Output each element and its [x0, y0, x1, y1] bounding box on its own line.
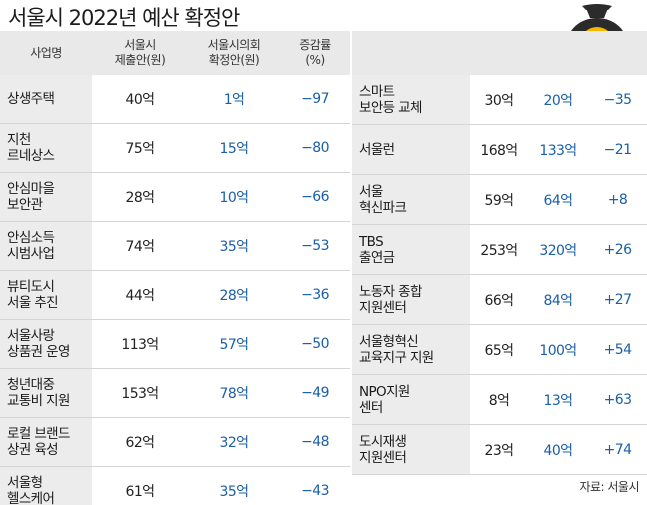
row-submitted: 30억 [484, 92, 515, 109]
table-row: 노동자 종합 지원센터 66억 84억 +27 [352, 275, 647, 325]
row-rate: −49 [301, 385, 329, 401]
row-rate: −80 [301, 140, 329, 156]
row-submitted: 153억 [121, 386, 159, 402]
row-name: 안심마을 보안관 [0, 173, 92, 221]
row-name: 서울형혁신 교육지구 지원 [352, 325, 470, 374]
row-final: 35억 [219, 484, 250, 500]
row-final: 13억 [543, 392, 574, 409]
row-final: 28억 [219, 288, 250, 304]
row-submitted: 23억 [484, 442, 515, 459]
row-rate: −53 [301, 238, 329, 254]
row-rate: +27 [603, 291, 632, 308]
table-row: 청년대중 교통비 지원 153억 78억 −49 [0, 369, 350, 418]
row-name: 스마트 보안등 교체 [352, 75, 470, 124]
row-final: 57억 [219, 337, 250, 353]
table-row: 스마트 보안등 교체 30억 20억 −35 [352, 75, 647, 125]
row-final: 1억 [223, 92, 245, 108]
table-row: 지천 르네상스 75억 15억 −80 [0, 124, 350, 173]
row-submitted: 28억 [125, 190, 156, 206]
header-final: 서울시의회 확정안(원) [207, 38, 261, 67]
row-rate: −21 [603, 141, 632, 158]
row-final: 64억 [543, 192, 574, 209]
table-row: 서울 혁신파크 59억 64억 +8 [352, 175, 647, 225]
row-name: 노동자 종합 지원센터 [352, 275, 470, 324]
row-submitted: 75억 [125, 141, 156, 157]
table-row: 상생주택 40억 1억 −97 [0, 75, 350, 124]
row-final: 84억 [543, 292, 574, 309]
source-note: 자료: 서울시 [579, 480, 639, 494]
row-rate: +74 [603, 441, 632, 458]
row-rate: −43 [301, 483, 329, 499]
row-name: 상생주택 [0, 75, 92, 123]
row-name: 도시재생 지원센터 [352, 425, 470, 474]
table-row: NPO지원 센터 8억 13억 +63 [352, 375, 647, 425]
row-final: 40억 [543, 442, 574, 459]
row-name: TBS 출연금 [352, 225, 470, 274]
row-rate: −36 [301, 287, 329, 303]
left-budget-table: 사업명 서울시 제출안(원) 서울시의회 확정안(원) 증감률 (%) 상생주택… [0, 31, 350, 505]
row-final: 78억 [219, 386, 250, 402]
table-row: 서울사랑 상품권 운영 113억 57억 −50 [0, 320, 350, 369]
header-name: 사업명 [30, 45, 62, 60]
row-name: 서울런 [352, 125, 470, 174]
row-final: 133억 [539, 142, 577, 159]
row-final: 100억 [539, 342, 577, 359]
row-submitted: 74억 [125, 239, 156, 255]
row-final: 10억 [219, 190, 250, 206]
row-rate: +26 [603, 241, 632, 258]
row-rate: −66 [301, 189, 329, 205]
table-row: 서울형혁신 교육지구 지원 65억 100억 +54 [352, 325, 647, 375]
row-name: 안심소득 시범사업 [0, 222, 92, 270]
row-rate: −35 [603, 91, 632, 108]
row-name: 지천 르네상스 [0, 124, 92, 172]
table-row: 뷰티도시 서울 추진 44억 28억 −36 [0, 271, 350, 320]
row-submitted: 8억 [488, 392, 510, 409]
row-name: 뷰티도시 서울 추진 [0, 271, 92, 319]
row-submitted: 65억 [484, 342, 515, 359]
row-final: 15억 [219, 141, 250, 157]
row-submitted: 59억 [484, 192, 515, 209]
row-final: 20억 [543, 92, 574, 109]
row-submitted: 61억 [125, 484, 156, 500]
row-final: 320억 [539, 242, 577, 259]
row-submitted: 44억 [125, 288, 156, 304]
row-submitted: 168억 [480, 142, 518, 159]
row-rate: +54 [603, 341, 632, 358]
row-submitted: 253억 [480, 242, 518, 259]
table-row: 도시재생 지원센터 23억 40억 +74 [352, 425, 647, 475]
table-row: 서울런 168억 133억 −21 [352, 125, 647, 175]
row-rate: +63 [603, 391, 632, 408]
row-submitted: 113억 [121, 337, 159, 353]
table-header-blank [352, 31, 647, 75]
table-row: 안심마을 보안관 28억 10억 −66 [0, 173, 350, 222]
row-rate: −48 [301, 434, 329, 450]
header-submitted: 서울시 제출안(원) [114, 38, 166, 67]
row-name: NPO지원 센터 [352, 375, 470, 424]
table-row: 서울형 헬스케어 61억 35억 −43 [0, 467, 350, 505]
row-name: 서울형 헬스케어 [0, 467, 92, 505]
row-name: 서울 혁신파크 [352, 175, 470, 224]
page-title: 서울시 2022년 예산 확정안 [8, 6, 240, 30]
header-rate: 증감률 (%) [299, 38, 331, 67]
row-rate: −50 [301, 336, 329, 352]
row-submitted: 62억 [125, 435, 156, 451]
row-rate: −97 [301, 91, 329, 107]
row-rate: +8 [607, 191, 628, 208]
row-name: 서울사랑 상품권 운영 [0, 320, 92, 368]
row-final: 35억 [219, 239, 250, 255]
table-header: 사업명 서울시 제출안(원) 서울시의회 확정안(원) 증감률 (%) [0, 31, 350, 75]
table-row: 안심소득 시범사업 74억 35억 −53 [0, 222, 350, 271]
row-final: 32억 [219, 435, 250, 451]
table-row: TBS 출연금 253억 320억 +26 [352, 225, 647, 275]
right-budget-table: 스마트 보안등 교체 30억 20억 −35 서울런 168억 133억 −21 서울 혁신파크… [352, 31, 647, 475]
row-name: 로컬 브랜드 상권 육성 [0, 418, 92, 466]
table-row: 로컬 브랜드 상권 육성 62억 32억 −48 [0, 418, 350, 467]
row-name: 청년대중 교통비 지원 [0, 369, 92, 417]
row-submitted: 40억 [125, 92, 156, 108]
row-submitted: 66억 [484, 292, 515, 309]
